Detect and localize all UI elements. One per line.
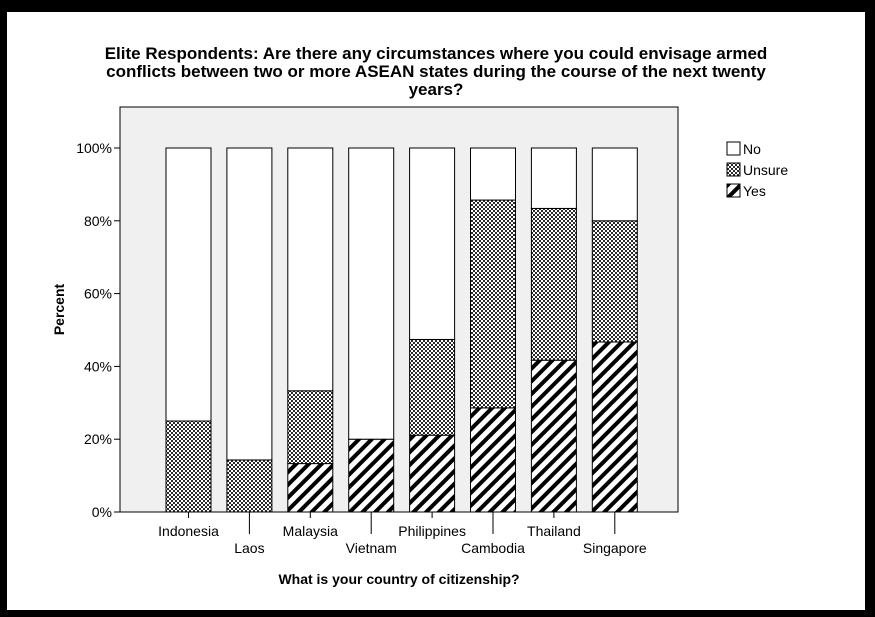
x-tick-label: Thailand <box>527 523 581 539</box>
x-tick-label: Vietnam <box>346 540 397 556</box>
legend: No Unsure Yes <box>726 141 788 199</box>
x-tick-label: Cambodia <box>461 540 525 556</box>
bar-unsure-philippines <box>409 338 456 436</box>
bar-no-vietnam <box>348 147 395 440</box>
x-tick-label: Singapore <box>583 540 647 556</box>
y-axis-title: Percent <box>51 283 67 335</box>
bar-yes-thailand <box>530 359 577 513</box>
x-tick-label: Malaysia <box>283 523 338 539</box>
chart-title-line: conflicts between two or more ASEAN stat… <box>106 62 766 81</box>
chart-title: Elite Respondents: Are there any circums… <box>105 44 768 99</box>
chart: Elite Respondents: Are there any circums… <box>51 44 788 587</box>
bar-no-indonesia <box>165 147 212 422</box>
bar-unsure-singapore <box>591 220 638 343</box>
x-axis-title: What is your country of citizenship? <box>278 571 519 587</box>
bar-yes-vietnam <box>348 438 395 513</box>
bar-no-philippines <box>409 147 456 340</box>
bar-no-cambodia <box>470 147 516 201</box>
bar-yes-malaysia <box>287 463 334 513</box>
y-tick-label: 40% <box>84 358 112 374</box>
bar-no-thailand <box>530 147 577 209</box>
x-tick-label: Philippines <box>398 523 466 539</box>
bars <box>165 147 638 513</box>
legend-swatch-unsure <box>726 162 741 177</box>
bar-unsure-laos <box>226 459 273 513</box>
chart-frame: Elite Respondents: Are there any circums… <box>7 12 865 610</box>
x-tick-label: Indonesia <box>158 523 219 539</box>
bar-unsure-cambodia <box>470 199 516 409</box>
legend-label-no: No <box>743 141 761 157</box>
bar-unsure-indonesia <box>165 420 212 513</box>
bar-no-singapore <box>591 147 638 222</box>
bar-unsure-malaysia <box>287 390 334 465</box>
plot-area <box>119 106 679 513</box>
bar-no-malaysia <box>287 147 334 392</box>
x-tick-label: Laos <box>234 540 264 556</box>
bar-yes-singapore <box>591 341 638 513</box>
y-tick-label: 0% <box>92 504 112 520</box>
legend-swatch-no <box>726 141 741 156</box>
bar-yes-philippines <box>409 434 456 513</box>
y-tick-label: 60% <box>84 286 112 302</box>
bar-no-laos <box>226 147 273 461</box>
legend-label-yes: Yes <box>743 183 766 199</box>
chart-title-line: Elite Respondents: Are there any circums… <box>105 44 768 63</box>
legend-swatch-yes <box>726 183 741 198</box>
legend-label-unsure: Unsure <box>743 162 788 178</box>
y-tick-label: 100% <box>76 140 112 156</box>
bar-unsure-thailand <box>530 207 577 361</box>
bar-yes-cambodia <box>470 407 516 513</box>
chart-title-line: years? <box>409 80 464 99</box>
y-tick-label: 80% <box>84 213 112 229</box>
y-tick-label: 20% <box>84 431 112 447</box>
